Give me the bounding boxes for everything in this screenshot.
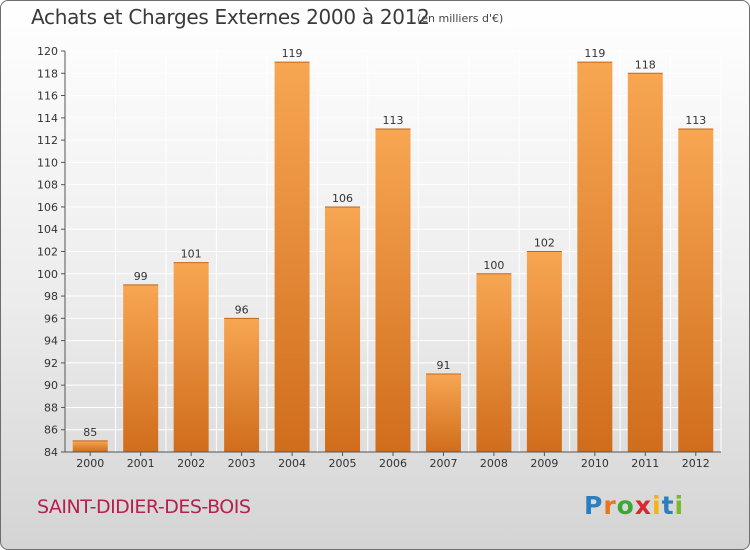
bar-2011 <box>627 73 663 453</box>
commune-name: SAINT-DIDIER-DES-BOIS <box>37 496 251 518</box>
logo-letter: r <box>603 491 617 520</box>
bar-2008 <box>476 273 512 452</box>
y-axis: 84 86 88 90 92 94 96 98 100 102 104 106 108 110 112 114… <box>37 45 66 459</box>
y-tick-label: 112 <box>37 134 58 147</box>
y-tick-label: 98 <box>44 290 58 303</box>
logo-letter: P <box>584 491 604 520</box>
data-label-2010: 119 <box>584 47 605 60</box>
data-label-2011: 118 <box>635 58 656 71</box>
bar-2004 <box>274 62 310 453</box>
y-tick-label: 118 <box>37 67 58 80</box>
x-tick-label: 2003 <box>228 457 256 470</box>
bar-2002 <box>173 262 209 452</box>
proxiti-logo[interactable]: Proxiti <box>584 491 684 520</box>
data-label-2001: 99 <box>134 270 148 283</box>
bar-2005 <box>325 206 361 452</box>
bars: 85 99 101 96 119 106 113 91 100 102 119 118 113 <box>72 47 714 453</box>
y-tick-label: 94 <box>44 335 58 348</box>
bar-2006 <box>375 128 411 452</box>
x-tick-label: 2004 <box>278 457 306 470</box>
data-label-2007: 91 <box>436 359 450 372</box>
x-tick-label: 2011 <box>631 457 659 470</box>
data-label-2003: 96 <box>235 303 249 316</box>
data-label-2004: 119 <box>282 47 303 60</box>
data-label-2005: 106 <box>332 192 353 205</box>
x-tick-label: 2002 <box>177 457 205 470</box>
logo-letter: o <box>616 491 635 520</box>
data-label-2008: 100 <box>483 259 504 272</box>
data-label-2009: 102 <box>534 237 555 250</box>
y-tick-label: 110 <box>37 156 58 169</box>
x-tick-label: 2001 <box>127 457 155 470</box>
data-label-2012: 113 <box>685 114 706 127</box>
x-tick-label: 2008 <box>480 457 508 470</box>
x-tick-label: 2007 <box>429 457 457 470</box>
y-tick-label: 84 <box>44 446 58 459</box>
y-tick-label: 102 <box>37 246 58 259</box>
bar-2001 <box>123 284 159 452</box>
y-tick-label: 116 <box>37 90 58 103</box>
x-tick-label: 2009 <box>530 457 558 470</box>
unit-label: (en milliers d'€) <box>417 12 504 25</box>
logo-letter: t <box>661 491 675 520</box>
y-tick-label: 100 <box>37 268 58 281</box>
y-tick-label: 90 <box>44 379 58 392</box>
x-tick-label: 2000 <box>76 457 104 470</box>
bar-2003 <box>224 318 260 452</box>
chart-title: Achats et Charges Externes 2000 à 2012 <box>31 5 430 29</box>
x-tick-label: 2006 <box>379 457 407 470</box>
bar-2012 <box>678 128 714 452</box>
y-tick-label: 120 <box>37 45 58 58</box>
logo-letter: x <box>634 491 652 520</box>
x-tick-label: 2010 <box>581 457 609 470</box>
y-tick-label: 104 <box>37 223 58 236</box>
logo-letter: i <box>674 491 685 520</box>
data-label-2006: 113 <box>383 114 404 127</box>
x-tick-label: 2005 <box>329 457 357 470</box>
x-tick-label: 2012 <box>682 457 710 470</box>
y-tick-label: 92 <box>44 357 58 370</box>
y-tick-label: 114 <box>37 112 58 125</box>
y-tick-label: 106 <box>37 201 58 214</box>
bar-2010 <box>577 62 613 453</box>
bar-2007 <box>425 374 461 452</box>
x-axis: 2000 2001 2002 2003 2004 2005 2006 2007 2008 2009… <box>65 451 721 470</box>
data-label-2000: 85 <box>83 426 97 439</box>
y-tick-label: 108 <box>37 179 58 192</box>
bar-2009 <box>526 251 562 452</box>
data-label-2002: 101 <box>181 248 202 261</box>
logo-letter: i <box>652 491 662 520</box>
y-tick-label: 88 <box>44 401 58 414</box>
y-tick-label: 96 <box>44 312 58 325</box>
bar-2000 <box>72 440 108 452</box>
y-tick-label: 86 <box>44 424 58 437</box>
